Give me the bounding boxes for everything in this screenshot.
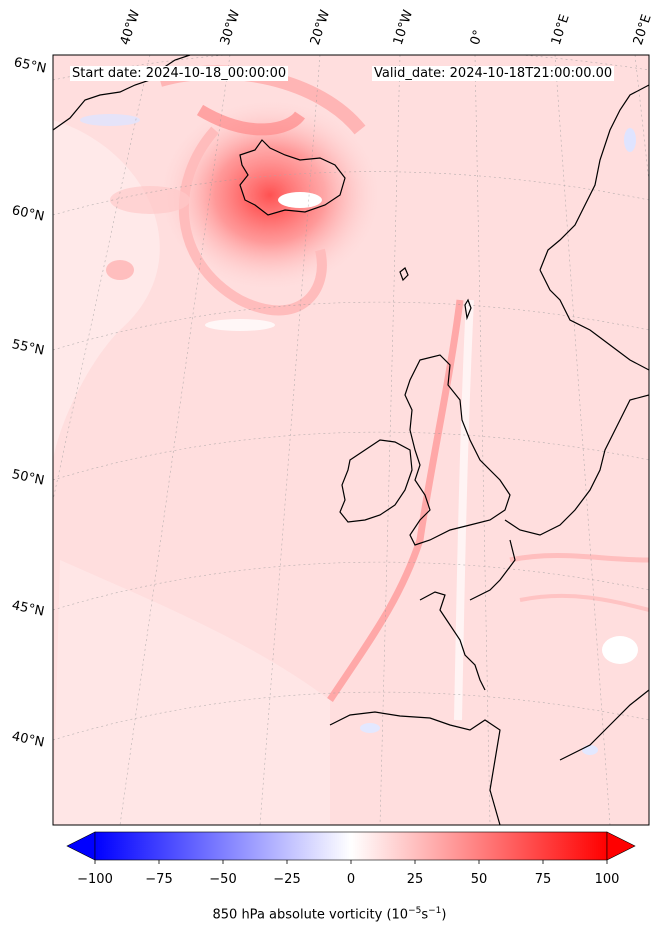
map-frame bbox=[52, 54, 650, 826]
valid-date-label: Valid_date: 2024-10-18T21:00:00.00 bbox=[372, 66, 615, 81]
europe-coast bbox=[419, 394, 649, 691]
colorbar-min-arrow bbox=[66, 831, 96, 861]
great-britain-coast bbox=[404, 354, 511, 546]
colorbar-label-exp2: −1 bbox=[428, 906, 442, 916]
colorbar-max-arrow bbox=[606, 831, 636, 861]
ireland-coast bbox=[339, 439, 413, 523]
colorbar-tick-label: 75 bbox=[534, 872, 552, 887]
greenland-coast bbox=[53, 55, 191, 131]
colorbar-tick-label: 50 bbox=[470, 872, 488, 887]
iceland-coast bbox=[239, 139, 346, 216]
colorbar-gradient bbox=[94, 831, 608, 861]
colorbar-tick-label: −100 bbox=[77, 872, 113, 887]
colorbar-tick-label: −25 bbox=[273, 872, 301, 887]
colorbar-label-exp1: −5 bbox=[408, 906, 422, 916]
start-date-label: Start date: 2024-10-18_00:00:00 bbox=[70, 66, 289, 81]
colorbar-tick-label: 25 bbox=[406, 872, 424, 887]
shetland-islands bbox=[464, 298, 472, 321]
colorbar-label-main: 850 hPa absolute vorticity (10 bbox=[212, 907, 409, 923]
scandinavia-coast bbox=[539, 84, 649, 371]
colorbar-tick-label: 100 bbox=[594, 872, 620, 887]
colorbar-label: 850 hPa absolute vorticity (10−5s−1) bbox=[0, 906, 659, 922]
vorticity-field bbox=[53, 55, 649, 825]
colorbar-tick-label: 0 bbox=[346, 872, 356, 887]
colorbar-tick-label: −50 bbox=[209, 872, 237, 887]
colorbar-tick-label: −75 bbox=[145, 872, 173, 887]
mediterranean-coast bbox=[559, 689, 649, 761]
colorbar-label-mid: s bbox=[421, 907, 429, 923]
faroe-islands bbox=[399, 267, 409, 282]
coastlines bbox=[53, 55, 649, 825]
colorbar bbox=[66, 831, 636, 864]
colorbar-label-end: ) bbox=[441, 907, 447, 923]
iberia-coast bbox=[329, 711, 501, 825]
